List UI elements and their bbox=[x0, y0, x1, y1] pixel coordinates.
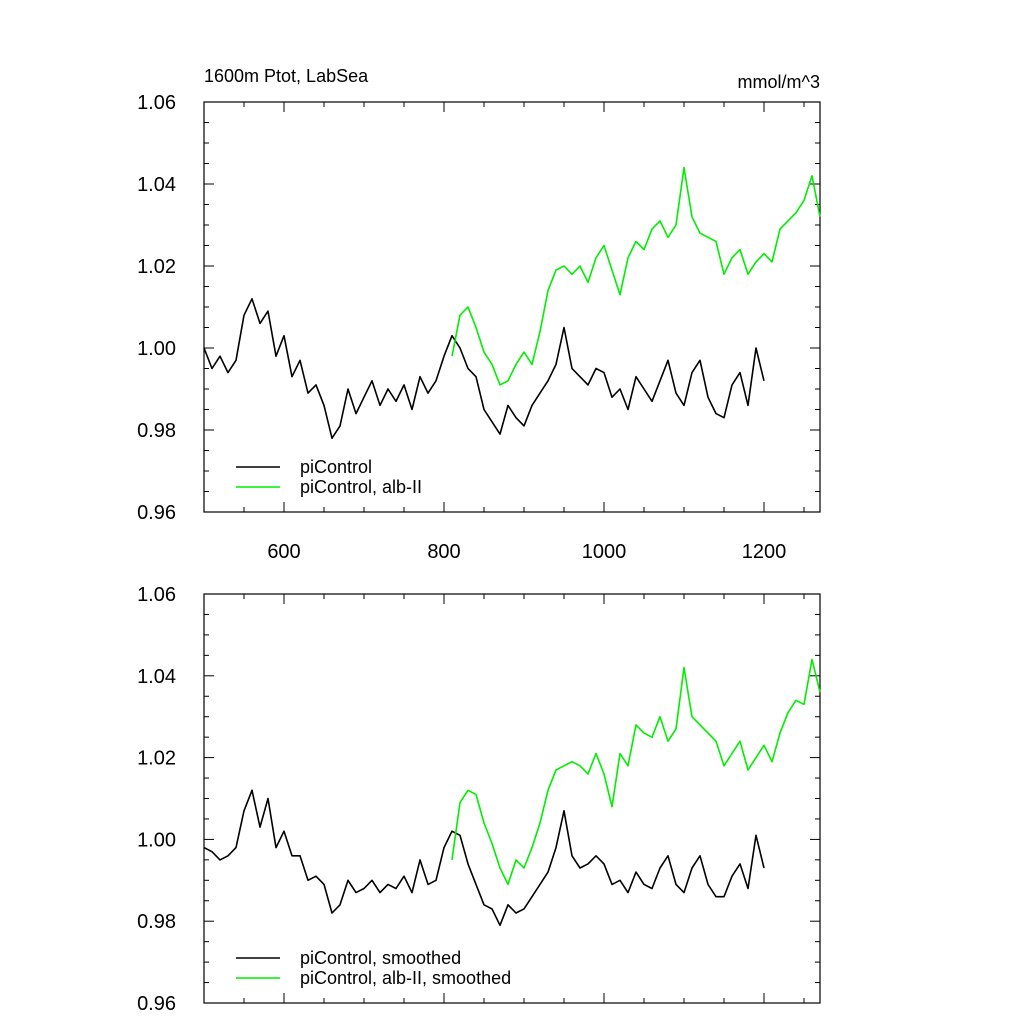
y-tick-label: 1.06 bbox=[137, 92, 176, 114]
y-tick-label: 1.06 bbox=[137, 584, 176, 606]
legend-label: piControl, alb-II, smoothed bbox=[300, 968, 511, 988]
legend-label: piControl bbox=[300, 457, 372, 477]
y-tick-label: 1.02 bbox=[137, 748, 176, 770]
series-line-alb-ii bbox=[451, 166, 821, 386]
chart-units-label: mmol/m^3 bbox=[738, 72, 820, 92]
y-tick-label: 0.96 bbox=[137, 502, 176, 524]
legend-label: piControl, alb-II bbox=[300, 477, 422, 497]
plot-frame bbox=[203, 101, 821, 513]
x-tick-label: 1200 bbox=[742, 541, 787, 563]
x-tick-label: 600 bbox=[267, 541, 300, 563]
chart-title-left: 1600m Ptot, LabSea bbox=[204, 66, 369, 86]
y-tick-label: 0.98 bbox=[137, 420, 176, 442]
series-line-picontrol bbox=[203, 297, 765, 440]
y-tick-label: 1.04 bbox=[137, 174, 176, 196]
legend-label: piControl, smoothed bbox=[300, 948, 461, 968]
plot-frame bbox=[203, 593, 821, 1004]
bottom-panel: 0.96 0.98 1.00 1.02 1.04 1.06 piControl, smoot… bbox=[137, 584, 821, 1015]
y-tick-label: 1.00 bbox=[137, 338, 176, 360]
y-tick-label: 0.96 bbox=[137, 993, 176, 1015]
series-line-picontrol bbox=[203, 789, 765, 927]
y-tick-label: 1.02 bbox=[137, 256, 176, 278]
x-tick-label: 1000 bbox=[582, 541, 627, 563]
top-panel: 600 800 1000 1200 0.96 0.98 1.00 1.02 1.04 1.06 pi… bbox=[137, 92, 821, 563]
y-tick-label: 1.04 bbox=[137, 666, 176, 688]
y-tick-label: 0.98 bbox=[137, 911, 176, 933]
series-line-alb-ii bbox=[451, 658, 821, 886]
y-tick-label: 1.00 bbox=[137, 829, 176, 851]
x-tick-label: 800 bbox=[427, 541, 460, 563]
